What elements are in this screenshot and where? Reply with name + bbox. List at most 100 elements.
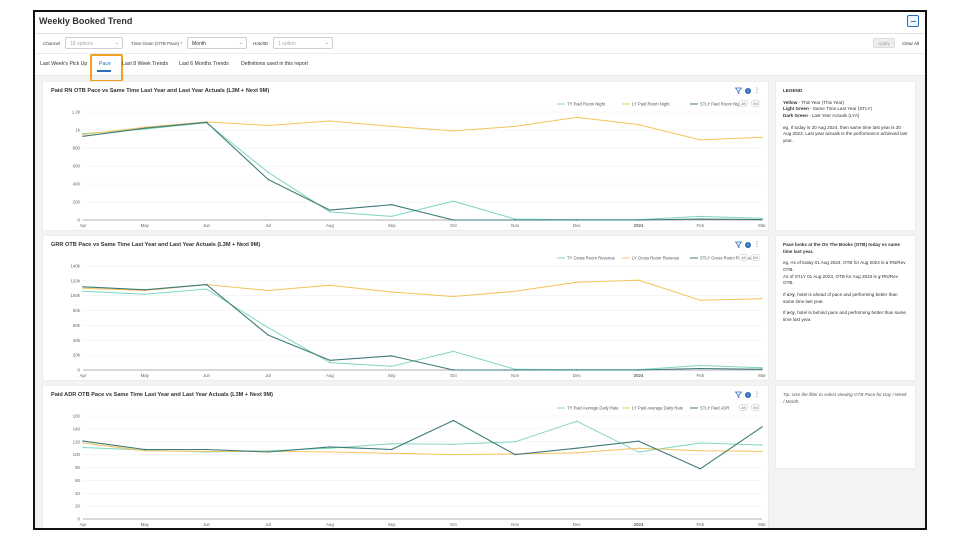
data-point-ty [329, 211, 330, 212]
data-point-ty [329, 362, 330, 363]
data-point-stly [514, 219, 515, 220]
data-point-ty [453, 200, 454, 201]
data-point-ly [761, 137, 762, 138]
data-point-ty [761, 444, 762, 445]
data-point-stly [144, 449, 145, 450]
data-point-stly [576, 369, 577, 370]
legend-note-card: LEGEND Yellow - This Year (This Year) Li… [775, 81, 916, 231]
data-point-stly [700, 218, 701, 219]
data-point-stly [391, 355, 392, 356]
x-tick-label: 2024 [634, 522, 644, 527]
data-point-stly [82, 136, 83, 137]
tab-last-6-months-trends[interactable]: Last 6 Months Trends [179, 61, 229, 67]
time-grain-label: Time Grain (OTB Pace) * [131, 41, 182, 46]
data-point-ly [638, 279, 639, 280]
data-point-stly [206, 284, 207, 285]
data-point-stly [761, 369, 762, 370]
chart-card-grr: GRR OTB Pace vs Same Time Last Year and … [42, 235, 769, 381]
pace-rule-behind: If x<y, hotel is behind pace and perform… [783, 310, 908, 323]
data-point-ly [700, 450, 701, 451]
pace-title: Pace looks at the On The Books (OTB) tod… [783, 242, 908, 255]
data-point-ly [700, 139, 701, 140]
data-point-ty [453, 444, 454, 445]
data-point-stly [453, 219, 454, 220]
data-point-ty [267, 172, 268, 173]
data-point-ty [329, 447, 330, 448]
y-tick-label: 80 [75, 465, 80, 470]
x-tick-label: Mar [758, 522, 766, 527]
data-point-stly [576, 219, 577, 220]
y-tick-label: 20 [75, 504, 80, 509]
data-point-stly [391, 449, 392, 450]
tab-last-week-pick-up[interactable]: Last Week's Pick Up [40, 61, 87, 67]
data-point-ly [453, 130, 454, 131]
time-grain-select[interactable]: Month ⌄ [187, 37, 247, 49]
page-title: Weekly Booked Trend [39, 16, 132, 26]
data-point-ty [761, 367, 762, 368]
legend-entry: LY Paid Average Daily Rate [632, 406, 684, 411]
data-point-ly [329, 285, 330, 286]
legend-entry: STLY Paid Room Night [700, 102, 744, 107]
legend-example: eg. If today is 20 Aug 2024, then same t… [783, 125, 908, 145]
y-tick-label: 200 [73, 200, 81, 205]
chart-svg-grr: TY Gross Room Revenue LY Gross Room Reven… [43, 236, 770, 382]
data-point-ty [700, 216, 701, 217]
data-point-ty [82, 291, 83, 292]
hotel-select[interactable]: 1 option ⌄ [273, 37, 333, 49]
y-tick-label: 80k [73, 308, 81, 313]
data-point-ly [576, 282, 577, 283]
data-point-ly [761, 451, 762, 452]
x-tick-label: Sep [388, 522, 396, 527]
clear-all-button[interactable]: Clear All [902, 41, 919, 46]
data-point-stly [638, 440, 639, 441]
legend-entry: STLY Paid ADR [700, 406, 729, 411]
x-tick-label: Jul [265, 373, 271, 378]
x-tick-label: Aug [326, 223, 334, 228]
data-point-ly [82, 288, 83, 289]
data-point-stly [267, 334, 268, 335]
data-point-ty [267, 327, 268, 328]
data-point-ly [638, 447, 639, 448]
series-toggle-label: 0/4 [753, 102, 758, 106]
data-point-stly [514, 454, 515, 455]
data-point-ty [638, 451, 639, 452]
x-tick-label: Oct [450, 522, 458, 527]
collapse-button[interactable] [907, 15, 919, 27]
x-tick-label: Apr [80, 373, 87, 378]
x-tick-label: Mar [758, 373, 766, 378]
collapse-icon [910, 18, 917, 25]
chevron-down-icon: ⌄ [115, 40, 119, 46]
data-point-ly [576, 452, 577, 453]
data-point-stly [82, 440, 83, 441]
tab-last-8-week-trends[interactable]: Last 8 Week Trends [122, 61, 168, 67]
y-tick-label: 100 [73, 452, 81, 457]
legend-entry: LY Gross Room Revenue [632, 256, 680, 261]
data-point-ty [391, 443, 392, 444]
chevron-down-icon: ⌄ [239, 40, 243, 46]
data-point-ty [206, 288, 207, 289]
series-line-stly [83, 421, 762, 469]
data-point-ly [391, 291, 392, 292]
chart-svg-adr: TY Paid Average Daily Rate LY Paid Averag… [43, 386, 770, 530]
data-point-ly [267, 125, 268, 126]
data-point-ly [761, 298, 762, 299]
series-line-ty [83, 123, 762, 220]
apply-button[interactable]: Apply [873, 38, 895, 48]
data-point-ly [206, 451, 207, 452]
data-point-stly [576, 447, 577, 448]
series-toggle-label: All [741, 256, 745, 260]
time-grain-value: Month [192, 41, 206, 47]
tab-definitions[interactable]: Definitions used in this report [241, 61, 308, 67]
series-line-ty [83, 289, 762, 370]
series-line-ly [83, 280, 762, 300]
tip-note-card: Tip: Use the filter to select viewing OT… [775, 385, 916, 469]
data-point-ty [700, 442, 701, 443]
data-point-stly [82, 286, 83, 287]
data-point-stly [761, 426, 762, 427]
y-tick-label: 140k [70, 264, 80, 269]
data-point-ty [576, 420, 577, 421]
channel-select[interactable]: 18 options ⌄ [65, 37, 123, 49]
x-tick-label: Oct [450, 373, 458, 378]
data-point-stly [144, 289, 145, 290]
data-point-stly [453, 369, 454, 370]
